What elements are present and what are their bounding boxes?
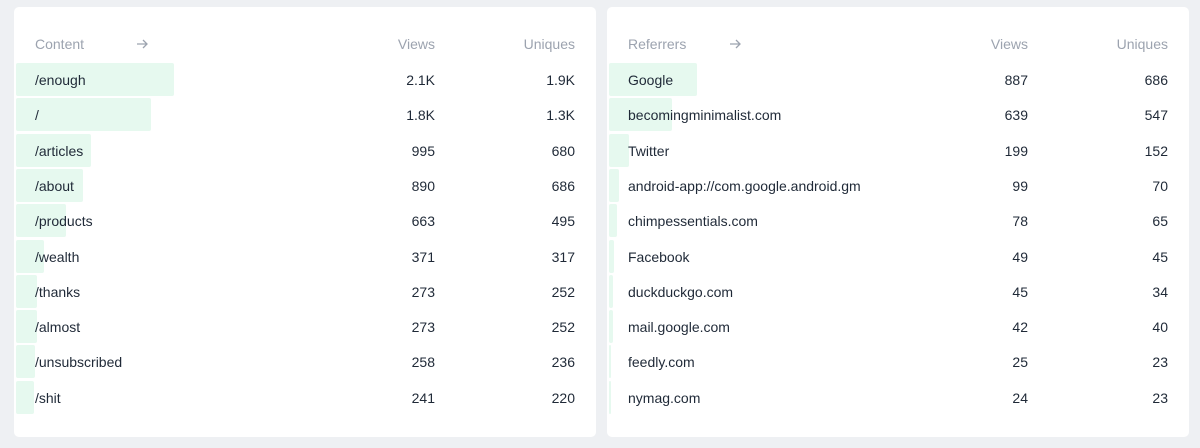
row-label: /wealth [35, 248, 80, 265]
views-value: 241 [411, 389, 435, 406]
uniques-value: 70 [1152, 177, 1168, 194]
uniques-value: 34 [1152, 283, 1168, 300]
row-bar [16, 168, 83, 202]
views-value: 99 [1012, 177, 1028, 194]
row-label: duckduckgo.com [628, 283, 734, 300]
uniques-value: 317 [551, 248, 575, 265]
views-value: 639 [1004, 107, 1028, 124]
views-value: 371 [411, 248, 435, 265]
row-bar [609, 345, 612, 379]
row-label: android-app://com.google.android.gm [628, 177, 861, 194]
views-value: 995 [411, 142, 435, 159]
row-bar [609, 310, 614, 344]
row-bar [609, 98, 673, 132]
column-header: Views [990, 36, 1028, 52]
uniques-value: 152 [1144, 142, 1168, 159]
row-label: /enough [35, 72, 86, 88]
uniques-value: 252 [551, 319, 575, 336]
views-value: 25 [1012, 354, 1028, 371]
uniques-value: 23 [1152, 389, 1168, 406]
views-value: 1.8K [406, 107, 435, 124]
row-bar [609, 204, 617, 238]
row-label: /shit [35, 389, 61, 406]
column-header: Views [397, 36, 435, 52]
row-label: becomingminimalist.com [628, 107, 782, 124]
views-value: 258 [411, 354, 435, 371]
uniques-value: 686 [1144, 72, 1168, 88]
uniques-value: 45 [1152, 248, 1168, 265]
row-label: mail.google.com [628, 319, 730, 336]
uniques-value: 686 [551, 177, 575, 194]
row-bar [16, 63, 174, 96]
uniques-value: 23 [1152, 354, 1168, 371]
uniques-value: 220 [551, 389, 575, 406]
arrow-icon[interactable] [136, 38, 148, 50]
row-bar [609, 380, 612, 414]
row-bar [609, 63, 697, 96]
uniques-value: 65 [1152, 213, 1168, 230]
column-header: Uniques [1116, 36, 1168, 52]
uniques-value: 236 [551, 354, 575, 371]
uniques-value: 547 [1144, 107, 1168, 124]
views-value: 45 [1012, 283, 1028, 300]
views-value: 199 [1004, 142, 1028, 159]
row-bar [16, 310, 37, 344]
arrow-icon[interactable] [729, 38, 741, 50]
row-label: Google [628, 72, 674, 88]
row-label: / [35, 107, 39, 124]
referrers-panel: Referrers Views Uniques Google 887 686 becomin… [607, 7, 1189, 437]
row-label: chimpessentials.com [628, 213, 758, 230]
uniques-value: 252 [551, 283, 575, 300]
row-label: nymag.com [628, 389, 701, 406]
views-value: 42 [1012, 319, 1028, 336]
views-value: 78 [1012, 213, 1028, 230]
row-label: feedly.com [628, 354, 695, 371]
row-bar [16, 98, 152, 132]
row-bar [609, 168, 619, 202]
views-value: 24 [1012, 389, 1028, 406]
row-label: /almost [35, 319, 81, 336]
views-value: 49 [1012, 248, 1028, 265]
row-label: /unsubscribed [35, 354, 123, 371]
row-bar [16, 133, 91, 167]
views-value: 887 [1004, 72, 1028, 88]
content-panel: Content Views Uniques/enough 2.1K 1.9K / 1.8K 1… [14, 7, 596, 437]
row-bar [16, 239, 44, 273]
row-bar [609, 133, 629, 167]
uniques-value: 1.3K [546, 107, 575, 124]
uniques-value: 680 [551, 142, 575, 159]
views-value: 663 [411, 213, 435, 230]
row-label: /about [35, 177, 74, 194]
row-label: Facebook [628, 248, 690, 265]
uniques-value: 1.9K [546, 72, 575, 88]
row-bar [16, 274, 37, 308]
row-bar [16, 380, 35, 414]
row-label: /articles [35, 142, 84, 159]
column-header: Uniques [523, 36, 575, 52]
row-bar [16, 204, 66, 238]
row-bar [609, 274, 614, 308]
uniques-value: 495 [551, 213, 575, 230]
row-label: /thanks [35, 283, 81, 300]
panel-title: Content [35, 36, 85, 52]
uniques-value: 40 [1152, 319, 1168, 336]
row-bar [609, 239, 614, 273]
views-value: 2.1K [406, 72, 435, 88]
panel-title: Referrers [628, 36, 687, 52]
row-bar [16, 345, 36, 379]
views-value: 890 [411, 177, 435, 194]
views-value: 273 [411, 283, 435, 300]
row-label: /products [35, 213, 93, 230]
views-value: 273 [411, 319, 435, 336]
row-label: Twitter [628, 142, 670, 159]
